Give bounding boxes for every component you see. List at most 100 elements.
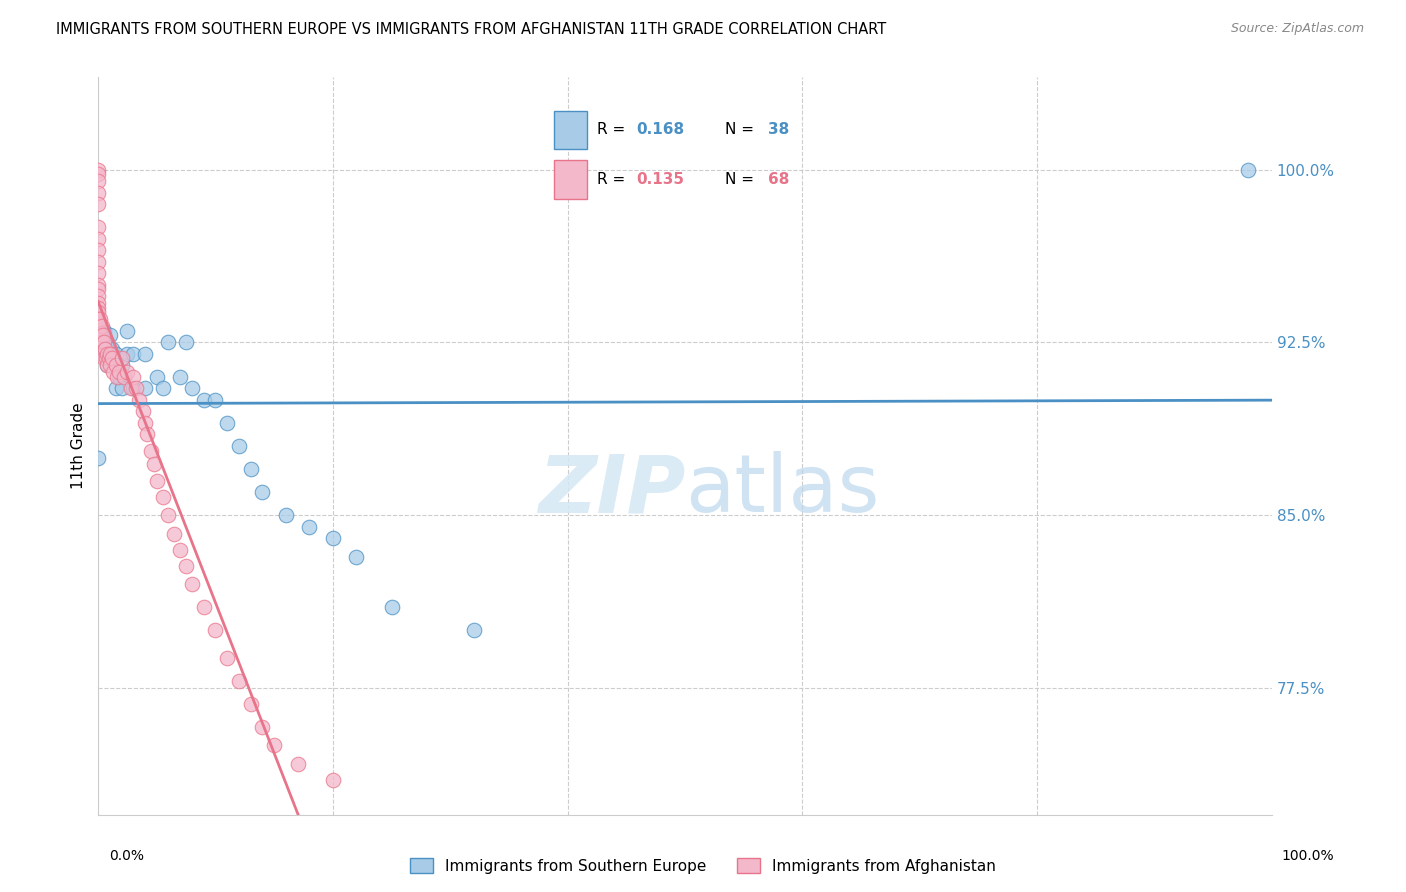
- Point: [104, 347, 127, 361]
- Point: [87, 305, 110, 319]
- Legend: Immigrants from Southern Europe, Immigrants from Afghanistan: Immigrants from Southern Europe, Immigra…: [404, 852, 1002, 880]
- Point: [87, 162, 110, 177]
- Point: [110, 381, 132, 395]
- Point: [90, 335, 112, 350]
- Point: [101, 351, 124, 366]
- Point: [157, 508, 180, 522]
- Point: [120, 381, 142, 395]
- Point: [134, 347, 156, 361]
- Point: [122, 347, 145, 361]
- Point: [380, 600, 402, 615]
- Point: [93, 347, 115, 361]
- Point: [87, 254, 110, 268]
- Point: [169, 542, 191, 557]
- Point: [228, 439, 250, 453]
- Point: [87, 186, 110, 200]
- Point: [145, 370, 167, 384]
- Point: [298, 519, 321, 533]
- Point: [139, 443, 162, 458]
- Point: [124, 381, 146, 395]
- Point: [217, 651, 239, 665]
- Point: [131, 404, 153, 418]
- Text: 100.0%: 100.0%: [1281, 849, 1334, 863]
- Point: [87, 301, 110, 315]
- Point: [108, 370, 131, 384]
- Text: Source: ZipAtlas.com: Source: ZipAtlas.com: [1230, 22, 1364, 36]
- Point: [136, 427, 159, 442]
- Point: [93, 351, 115, 366]
- Point: [287, 756, 309, 771]
- Point: [94, 343, 117, 357]
- Point: [174, 558, 197, 573]
- Point: [110, 351, 132, 366]
- Point: [143, 458, 166, 472]
- Point: [87, 197, 110, 211]
- Point: [163, 526, 186, 541]
- Point: [322, 772, 344, 787]
- Point: [93, 324, 115, 338]
- Point: [263, 739, 285, 753]
- Point: [110, 359, 132, 373]
- Text: 0.0%: 0.0%: [110, 849, 143, 863]
- Point: [204, 392, 226, 407]
- Text: IMMIGRANTS FROM SOUTHERN EUROPE VS IMMIGRANTS FROM AFGHANISTAN 11TH GRADE CORREL: IMMIGRANTS FROM SOUTHERN EUROPE VS IMMIG…: [56, 22, 887, 37]
- Point: [87, 174, 110, 188]
- Point: [96, 351, 118, 366]
- Point: [152, 490, 174, 504]
- Point: [181, 381, 204, 395]
- Point: [463, 624, 485, 638]
- Text: atlas: atlas: [685, 451, 879, 529]
- Point: [89, 312, 111, 326]
- Point: [87, 289, 110, 303]
- Point: [122, 370, 145, 384]
- Point: [87, 266, 110, 280]
- Point: [204, 624, 226, 638]
- Point: [181, 577, 204, 591]
- Point: [87, 319, 110, 334]
- Point: [103, 365, 125, 379]
- Point: [108, 365, 131, 379]
- Point: [157, 335, 180, 350]
- Point: [96, 359, 118, 373]
- Point: [128, 392, 150, 407]
- Point: [104, 381, 127, 395]
- Point: [97, 351, 120, 366]
- Point: [104, 359, 127, 373]
- Point: [134, 416, 156, 430]
- Point: [96, 347, 118, 361]
- Point: [87, 296, 110, 310]
- Point: [134, 381, 156, 395]
- Point: [87, 167, 110, 181]
- Point: [252, 720, 274, 734]
- Point: [87, 328, 110, 343]
- Point: [98, 351, 121, 366]
- Point: [91, 347, 114, 361]
- Point: [174, 335, 197, 350]
- Point: [89, 328, 111, 343]
- Point: [112, 370, 135, 384]
- Point: [91, 328, 114, 343]
- Point: [252, 485, 274, 500]
- Point: [101, 343, 124, 357]
- Point: [117, 365, 139, 379]
- Point: [274, 508, 297, 522]
- Point: [344, 549, 367, 564]
- Point: [239, 462, 262, 476]
- Point: [169, 370, 191, 384]
- Point: [217, 416, 239, 430]
- Point: [96, 335, 118, 350]
- Point: [87, 232, 110, 246]
- Y-axis label: 11th Grade: 11th Grade: [72, 402, 86, 490]
- Point: [239, 697, 262, 711]
- Point: [90, 319, 112, 334]
- Point: [122, 381, 145, 395]
- Point: [98, 328, 121, 343]
- Point: [87, 277, 110, 292]
- Point: [1237, 162, 1260, 177]
- Point: [117, 347, 139, 361]
- Point: [98, 359, 121, 373]
- Point: [193, 392, 215, 407]
- Point: [105, 370, 128, 384]
- Point: [117, 324, 139, 338]
- Point: [193, 600, 215, 615]
